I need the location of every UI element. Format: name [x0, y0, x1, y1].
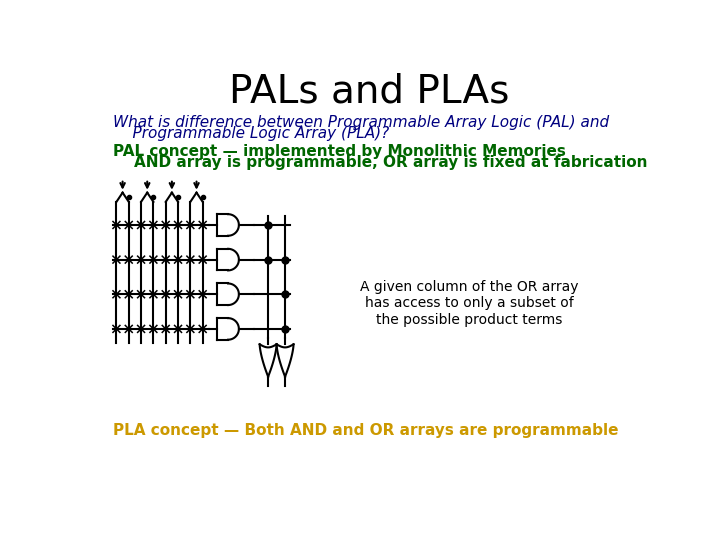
- Text: A given column of the OR array
has access to only a subset of
the possible produ: A given column of the OR array has acces…: [360, 280, 578, 327]
- Text: PLA concept — Both AND and OR arrays are programmable: PLA concept — Both AND and OR arrays are…: [113, 423, 619, 438]
- Text: Programmable Logic Array (PLA)?: Programmable Logic Array (PLA)?: [113, 126, 390, 140]
- Text: What is difference between Programmable Array Logic (PAL) and: What is difference between Programmable …: [113, 115, 610, 130]
- Text: AND array is programmable, OR array is fixed at fabrication: AND array is programmable, OR array is f…: [113, 155, 648, 170]
- Text: PALs and PLAs: PALs and PLAs: [229, 73, 509, 111]
- Text: PAL concept — implemented by Monolithic Memories: PAL concept — implemented by Monolithic …: [113, 144, 566, 159]
